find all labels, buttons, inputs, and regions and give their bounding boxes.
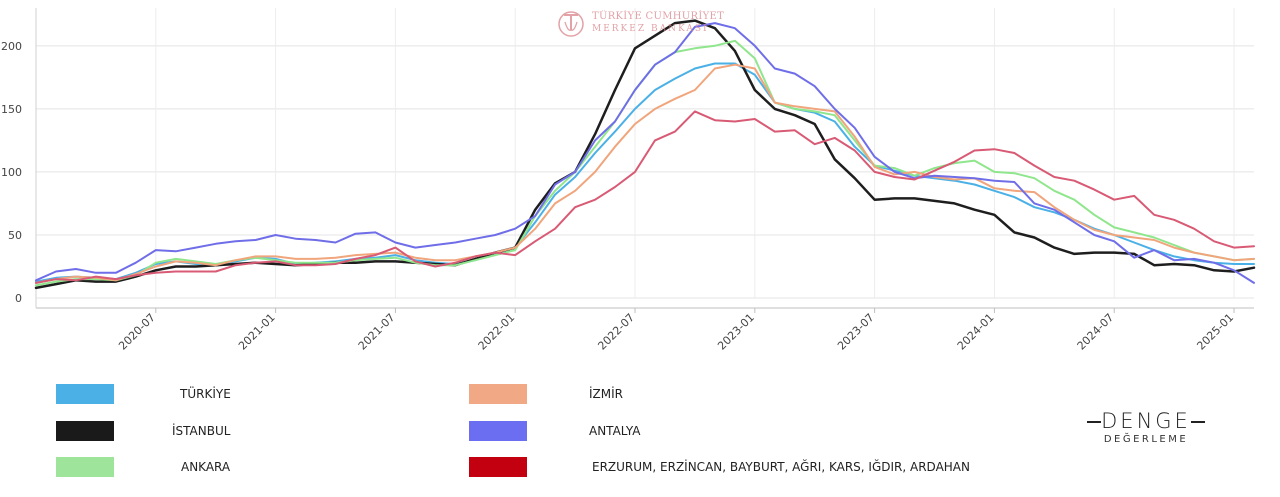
y-tick-labels: 0 50 100 150 200 [1, 40, 22, 305]
brand-subtitle: DEĞERLEME [1103, 434, 1189, 445]
gridlines [36, 8, 1254, 299]
central-bank-logo-icon [558, 11, 584, 37]
axes [35, 8, 1254, 309]
legend-swatch [469, 457, 527, 477]
series-lines [34, 19, 1256, 290]
series-line-3 [35, 63, 1255, 284]
series-line-0 [35, 62, 1255, 283]
brand-name: DENGE [1101, 409, 1191, 433]
x-tick-label: 2024-07 [1075, 311, 1117, 350]
legend-item-antalya: ANTALYA [469, 421, 641, 441]
line-chart: 0 50 100 150 200 2020-07 2021-01 2021-07 2022-0… [1, 8, 1256, 350]
brand-logo: DENGE DEĞERLEME [1076, 409, 1216, 445]
legend-swatch [56, 384, 114, 404]
legend-label: ANTALYA [589, 424, 641, 438]
y-tick-label: 0 [15, 292, 22, 305]
x-tick-label: 2025-01 [1194, 311, 1236, 350]
x-tick-label: 2022-01 [476, 311, 518, 350]
y-tick-label: 200 [1, 40, 22, 53]
watermark-line2: MERKEZ BANKASI [592, 24, 709, 34]
x-tick-label: 2020-07 [116, 311, 158, 350]
legend-swatch [469, 384, 527, 404]
watermark: TÜRKİYE CUMHURİYET MERKEZ BANKASI [556, 8, 724, 38]
legend-item-ankara: ANKARA [56, 457, 230, 477]
series-line-4 [35, 22, 1255, 284]
watermark-line1: TÜRKİYE CUMHURİYET [592, 11, 725, 22]
legend-label: İSTANBUL [172, 424, 231, 438]
legend-item-turkiye: TÜRKİYE [56, 384, 231, 404]
legend-swatch [56, 421, 114, 441]
y-tick-label: 100 [1, 166, 22, 179]
legend-item-erzurum-group: ERZURUM, ERZİNCAN, BAYBURT, AĞRI, KARS, … [469, 457, 970, 477]
legend-label: İZMİR [589, 387, 623, 401]
series-line-1 [34, 19, 1256, 290]
x-tick-label: 2021-01 [236, 311, 278, 350]
y-tick-label: 50 [8, 229, 22, 242]
legend-label: ERZURUM, ERZİNCAN, BAYBURT, AĞRI, KARS, … [592, 460, 970, 474]
x-tick-label: 2024-01 [955, 311, 997, 350]
x-tick-labels: 2020-07 2021-01 2021-07 2022-01 2022-07 2023-… [116, 308, 1236, 350]
legend-swatch [56, 457, 114, 477]
legend-label: ANKARA [181, 460, 231, 474]
legend-swatch [469, 421, 527, 441]
x-tick-label: 2021-07 [356, 311, 398, 350]
x-tick-label: 2023-01 [715, 311, 757, 350]
legend-label: TÜRKİYE [180, 387, 231, 401]
legend-item-izmir: İZMİR [469, 384, 623, 404]
x-tick-label: 2022-07 [595, 311, 637, 350]
legend-item-istanbul: İSTANBUL [56, 421, 230, 441]
x-tick-label: 2023-07 [835, 311, 877, 350]
series-line-5 [35, 110, 1255, 284]
y-tick-label: 150 [1, 103, 22, 116]
